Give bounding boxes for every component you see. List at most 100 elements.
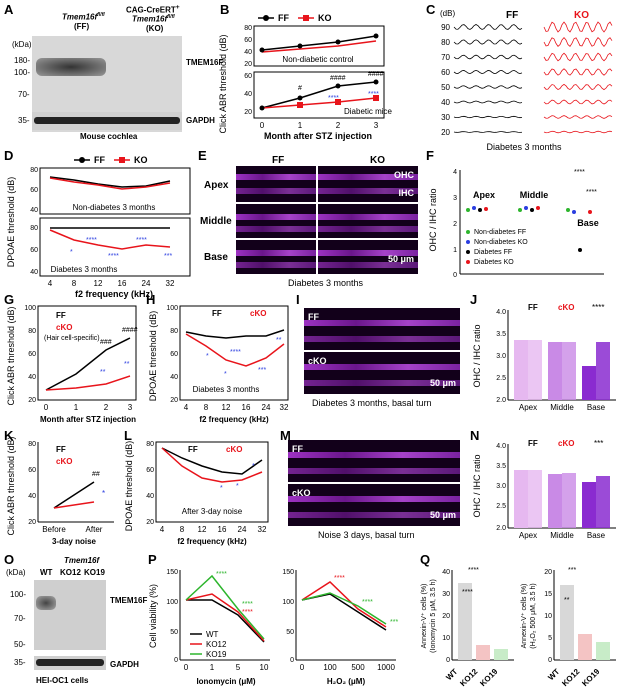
panel-f-ylabel: OHC / IHC ratio xyxy=(428,188,438,251)
svg-text:4.0: 4.0 xyxy=(496,443,506,450)
svg-text:50: 50 xyxy=(170,629,178,636)
panel-d-legend-ff: FF xyxy=(94,155,105,165)
panel-k-letter: K xyxy=(4,428,14,443)
svg-text:*: * xyxy=(224,371,227,378)
svg-text:**: ** xyxy=(124,361,130,368)
svg-text:2.0: 2.0 xyxy=(496,397,506,404)
svg-text:Annexin-V⁺ cells (%): Annexin-V⁺ cells (%) xyxy=(521,584,528,649)
panel-c-unit: (dB) xyxy=(440,9,455,18)
panel-f-group-apex: Apex xyxy=(473,190,495,200)
panel-b-point xyxy=(297,43,303,49)
svg-text:**: ** xyxy=(564,597,570,604)
panel-b-yt-40: 40 xyxy=(244,49,252,56)
svg-text:3.5: 3.5 xyxy=(496,331,506,338)
panel-q-chart: Annexin-V⁺ cells (%) (Ionomycin 5 μM, 3.… xyxy=(421,567,616,689)
panel-l-note: After 3-day noise xyxy=(182,507,243,516)
panel-o-band-gapdh: GAPDH xyxy=(110,660,139,669)
panel-f-group-base: Base xyxy=(577,218,599,228)
panel-f-legend-2: Diabetes FF xyxy=(474,249,512,256)
svg-text:20: 20 xyxy=(28,519,36,526)
svg-text:500: 500 xyxy=(351,663,365,672)
panel-b-yt-20: 20 xyxy=(244,61,252,68)
svg-text:2: 2 xyxy=(104,403,109,412)
panel-f-group-middle: Middle xyxy=(520,190,549,200)
panel-b-note-top: Non-diabetic control xyxy=(282,55,353,64)
panel-g-letter: G xyxy=(4,292,15,307)
panel-b-star-3: **** xyxy=(368,91,379,98)
panel-h-ylabel: DPOAE threshold (dB) xyxy=(148,311,158,402)
panel-n-ylabel: OHC / IHC ratio xyxy=(472,454,482,517)
panel-h-letter: H xyxy=(146,292,156,307)
panel-m-caption: Noise 3 days, basal turn xyxy=(318,530,415,540)
panel-e-img-ff-apex xyxy=(236,166,316,202)
svg-text:###: ### xyxy=(100,339,112,346)
panel-b-legend-ff: FF xyxy=(278,13,289,23)
svg-text:4: 4 xyxy=(48,279,53,288)
svg-text:20: 20 xyxy=(442,613,450,620)
svg-text:3: 3 xyxy=(128,403,133,412)
panel-c-level: 90 xyxy=(441,23,450,32)
panel-b-series-top xyxy=(259,33,379,53)
svg-text:10: 10 xyxy=(544,613,552,620)
panel-d-legend-ko: KO xyxy=(134,155,148,165)
svg-text:30: 30 xyxy=(442,591,450,598)
svg-text:2.5: 2.5 xyxy=(496,503,506,510)
panel-b-hash-3: #### xyxy=(368,71,384,78)
svg-text:2.5: 2.5 xyxy=(496,375,506,382)
panel-b-chart: Click ABR threshold (dB) FF KO 80 60 40 … xyxy=(218,13,393,141)
svg-text:*: * xyxy=(70,249,73,256)
svg-text:***: *** xyxy=(390,619,398,626)
panel-l-chart: DPOAE threshold (dB) 80 60 40 20 FF cKO * * *… xyxy=(124,441,269,546)
panel-a-marker-100: 100- xyxy=(14,68,31,77)
svg-text:40: 40 xyxy=(146,493,154,500)
panel-a-blot-bottom xyxy=(32,112,182,130)
panel-c-trace-ko xyxy=(543,36,613,48)
panel-i-letter: I xyxy=(296,292,300,307)
panel-i-caption: Diabetes 3 months, basal turn xyxy=(312,398,432,408)
svg-text:20: 20 xyxy=(170,397,178,404)
svg-text:***: *** xyxy=(568,567,576,574)
panel-h-note: Diabetes 3 months xyxy=(193,385,260,394)
panel-j-letter: J xyxy=(470,292,478,307)
panel-b-xt-0: 0 xyxy=(260,121,265,130)
panel-n-legend-ff: FF xyxy=(528,439,538,448)
svg-text:Middle: Middle xyxy=(550,403,574,412)
svg-text:****: **** xyxy=(242,609,253,616)
svg-text:WT: WT xyxy=(444,667,459,682)
panel-d-letter: D xyxy=(4,148,14,163)
panel-c-trace-ko xyxy=(543,21,613,33)
svg-text:100: 100 xyxy=(323,663,337,672)
svg-text:3: 3 xyxy=(453,195,457,202)
svg-text:Apex: Apex xyxy=(519,403,537,412)
panel-l-legend-ff: FF xyxy=(188,445,198,454)
panel-j-legend-ff: FF xyxy=(528,303,538,312)
svg-text:*: * xyxy=(220,485,223,492)
panel-o-caption: HEI-OC1 cells xyxy=(36,676,89,685)
panel-c-level: 50 xyxy=(441,83,450,92)
svg-text:Middle: Middle xyxy=(550,531,574,540)
panel-c-trace-ko xyxy=(543,115,613,119)
panel-c-trace-ko xyxy=(543,52,613,62)
panel-d-note-top: Non-diabetes 3 months xyxy=(73,203,156,212)
svg-text:12: 12 xyxy=(198,525,207,534)
svg-text:4: 4 xyxy=(453,169,457,176)
panel-m-img-ff: FF xyxy=(288,440,460,482)
svg-text:12: 12 xyxy=(222,403,231,412)
panel-b-point xyxy=(373,33,379,39)
panel-a-caption: Mouse cochlea xyxy=(80,132,138,141)
svg-text:24: 24 xyxy=(262,403,271,412)
panel-o-blot-top xyxy=(34,580,106,650)
svg-text:Base: Base xyxy=(587,403,606,412)
panel-b-point xyxy=(259,47,265,53)
svg-text:150: 150 xyxy=(282,569,294,576)
svg-text:80: 80 xyxy=(30,225,38,232)
svg-text:0: 0 xyxy=(446,657,450,664)
svg-text:****: **** xyxy=(216,571,227,578)
svg-text:KO19: KO19 xyxy=(478,667,500,689)
panel-o-marker: 100- xyxy=(10,590,27,599)
svg-text:(H₂O₂ 500 μM, 3.5 h): (H₂O₂ 500 μM, 3.5 h) xyxy=(530,583,537,649)
svg-text:1: 1 xyxy=(210,663,215,672)
panel-e-row-apex: Apex xyxy=(204,180,229,191)
panel-b-yt-80: 80 xyxy=(244,25,252,32)
svg-text:####: #### xyxy=(122,327,138,334)
